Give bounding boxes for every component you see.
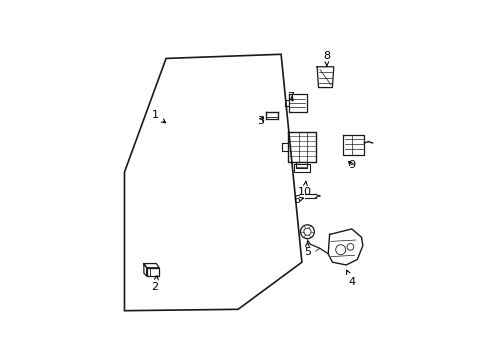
Text: 6: 6 (292, 195, 303, 205)
Text: 7: 7 (286, 92, 294, 102)
Text: 8: 8 (323, 51, 330, 66)
Text: 3: 3 (256, 116, 263, 126)
Text: 4: 4 (346, 270, 355, 287)
Text: 2: 2 (151, 276, 158, 292)
Text: 10: 10 (297, 181, 311, 197)
Text: 9: 9 (347, 160, 355, 170)
Text: 1: 1 (151, 110, 165, 123)
Text: 5: 5 (304, 242, 310, 257)
